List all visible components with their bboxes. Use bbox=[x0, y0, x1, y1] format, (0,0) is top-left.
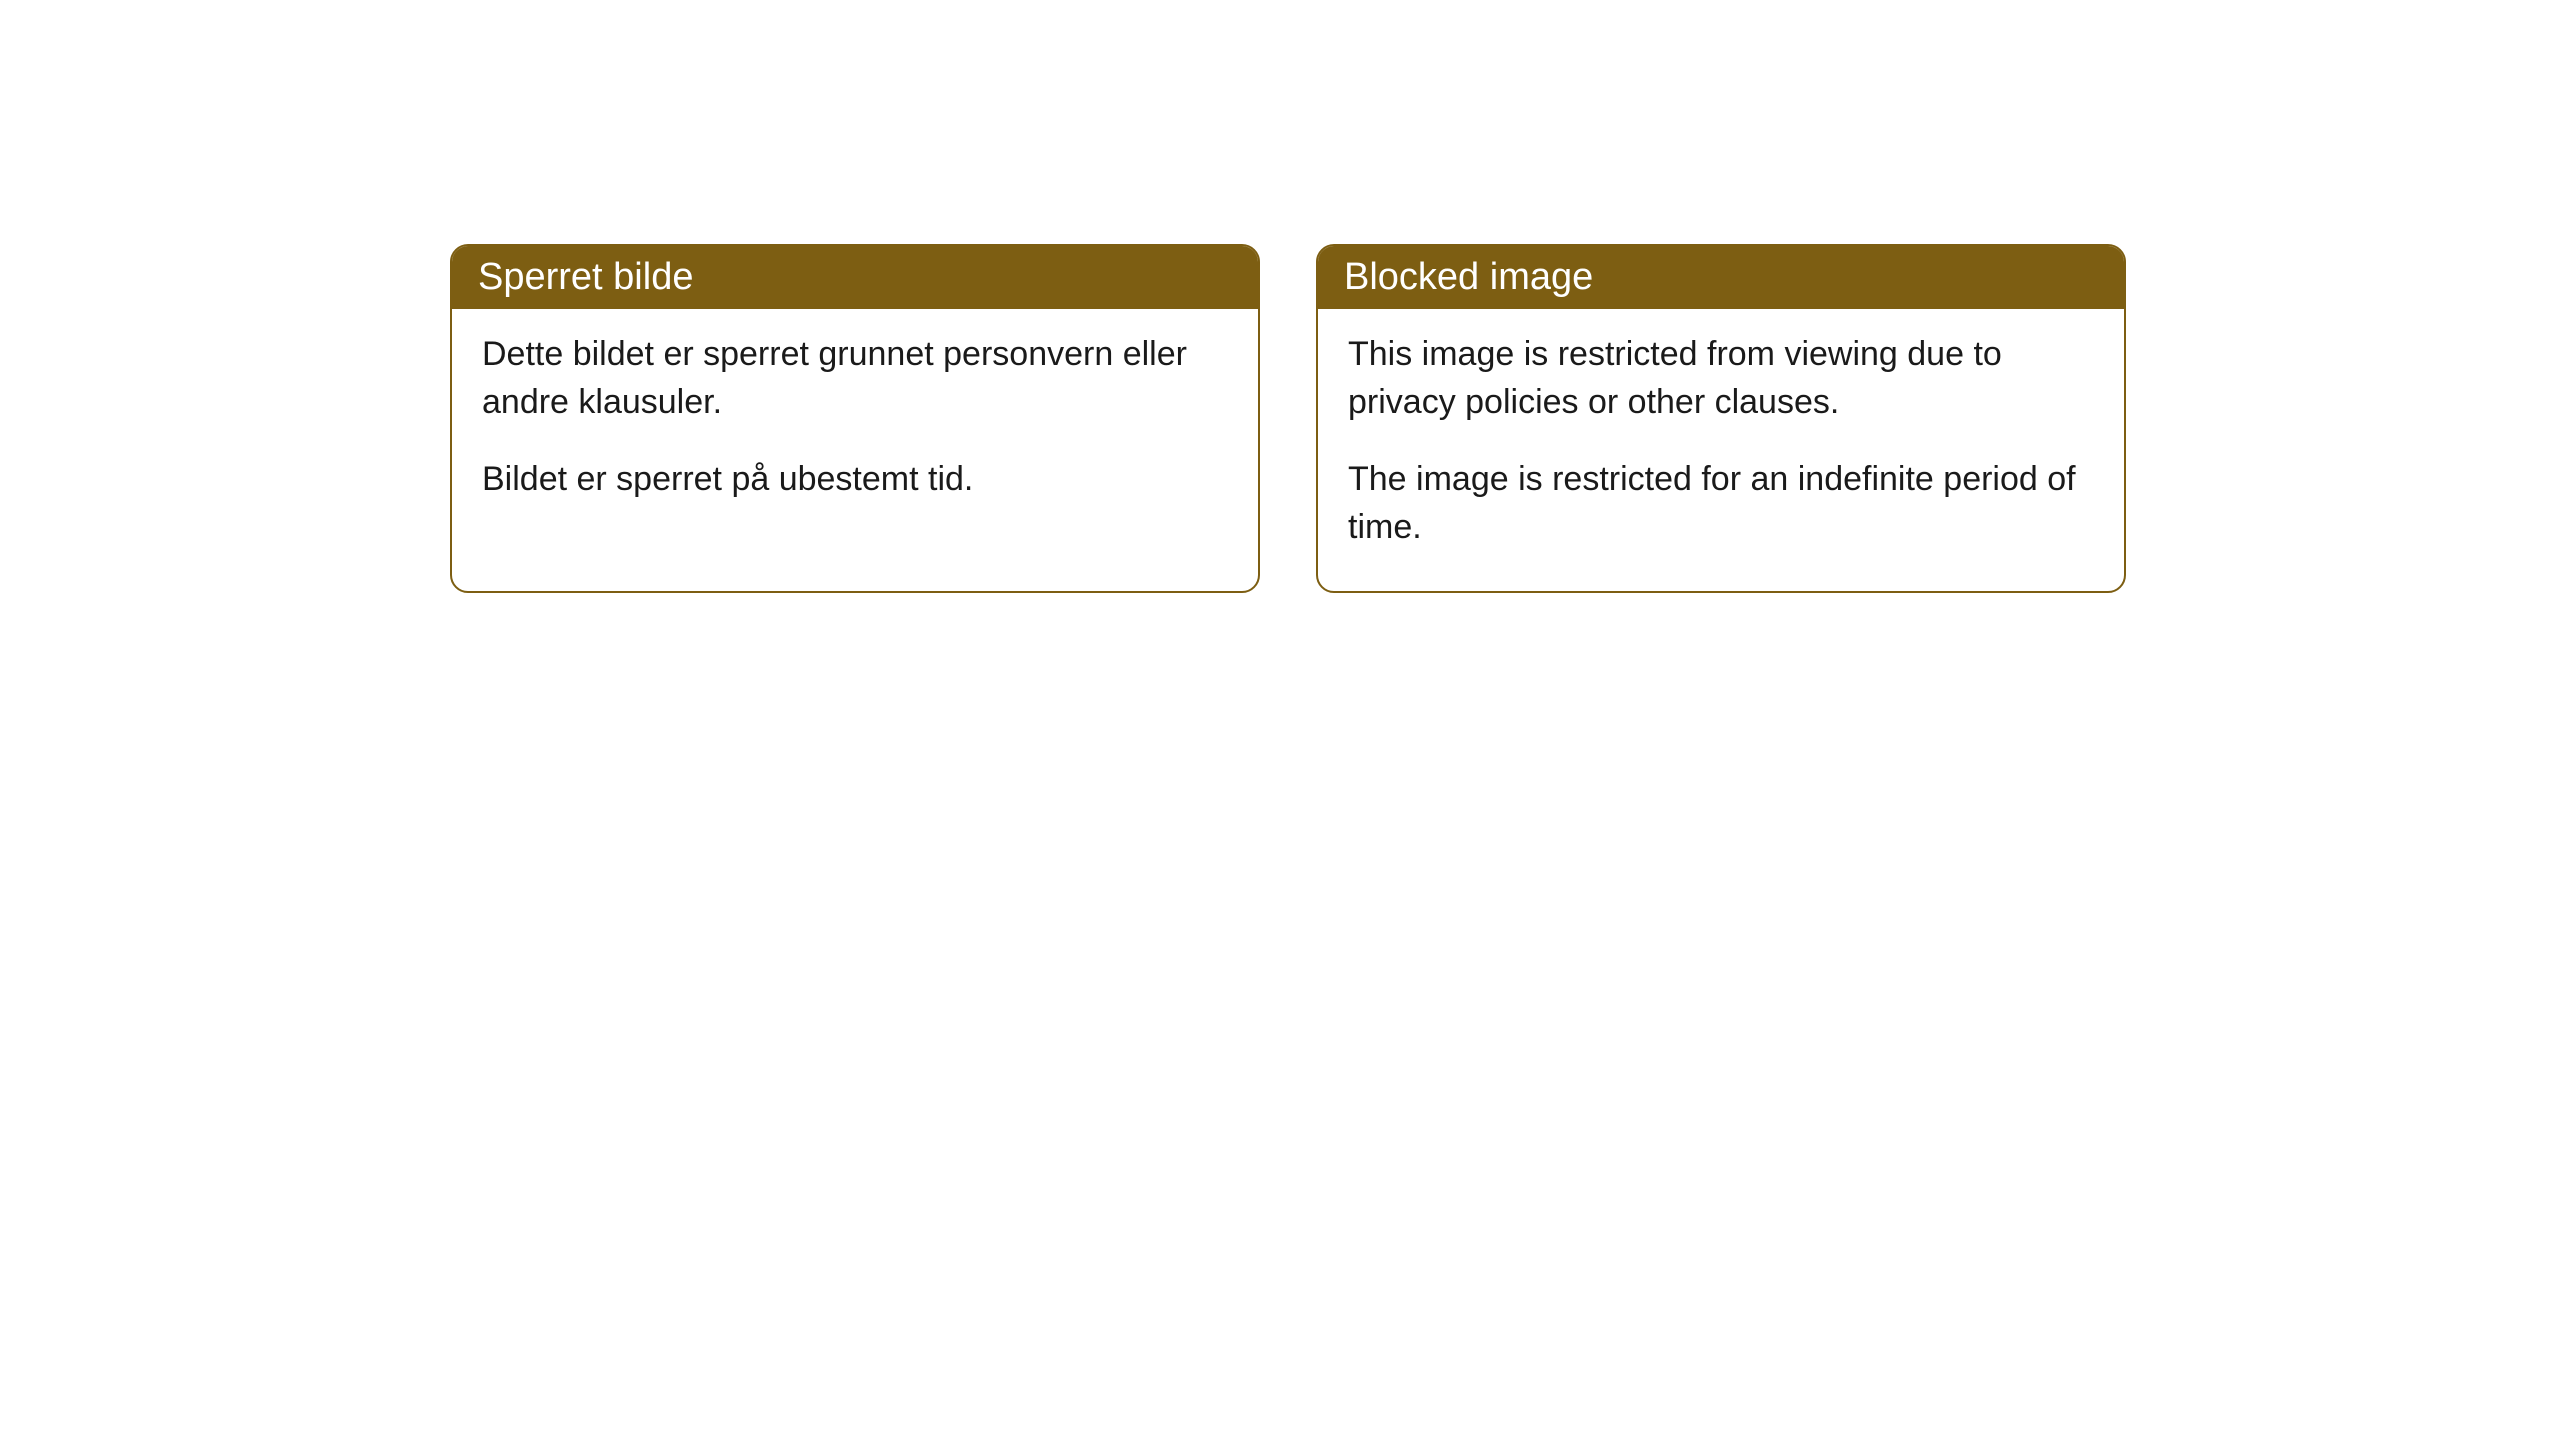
notice-card-english: Blocked image This image is restricted f… bbox=[1316, 244, 2126, 593]
card-title: Sperret bilde bbox=[478, 256, 693, 298]
notice-container: Sperret bilde Dette bildet er sperret gr… bbox=[0, 0, 2560, 593]
card-paragraph: This image is restricted from viewing du… bbox=[1348, 331, 2094, 426]
card-paragraph: Bildet er sperret på ubestemt tid. bbox=[482, 456, 1228, 504]
card-paragraph: Dette bildet er sperret grunnet personve… bbox=[482, 331, 1228, 426]
card-title: Blocked image bbox=[1344, 256, 1593, 298]
card-body: This image is restricted from viewing du… bbox=[1318, 309, 2124, 591]
notice-card-norwegian: Sperret bilde Dette bildet er sperret gr… bbox=[450, 244, 1260, 593]
card-body: Dette bildet er sperret grunnet personve… bbox=[452, 309, 1258, 544]
card-header: Blocked image bbox=[1318, 246, 2124, 309]
card-header: Sperret bilde bbox=[452, 246, 1258, 309]
card-paragraph: The image is restricted for an indefinit… bbox=[1348, 456, 2094, 551]
